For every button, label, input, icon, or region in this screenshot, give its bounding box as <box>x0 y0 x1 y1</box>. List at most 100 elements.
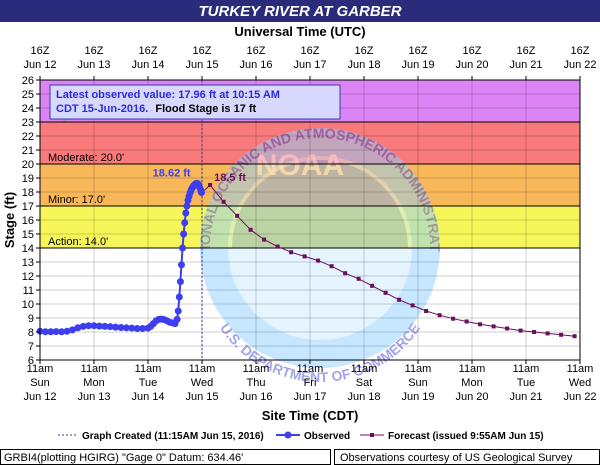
bottom-tick-time: 11am <box>81 363 108 375</box>
observed-point <box>47 328 55 336</box>
forecast-point <box>505 326 510 331</box>
y-tick-label: 16 <box>22 215 34 227</box>
y-tick-label: 25 <box>22 89 34 101</box>
forecast-point <box>248 227 253 232</box>
legend-forecast-label: Forecast (issued 9:55AM Jun 15) <box>388 431 544 442</box>
top-tick-date: Jun 19 <box>401 59 434 71</box>
forecast-point <box>343 271 348 276</box>
forecast-point <box>356 276 361 281</box>
latest-value-time: CDT 15-Jun-2016. <box>56 103 148 115</box>
y-tick-label: 13 <box>22 257 34 269</box>
top-tick-hour: 16Z <box>409 45 428 57</box>
legend: Graph Created (11:15AM Jun 15, 2016) Obs… <box>58 431 544 442</box>
y-tick-label: 20 <box>22 159 34 171</box>
watermark-agency: NOAA <box>256 149 344 182</box>
bottom-tick-time: 11am <box>243 363 270 375</box>
forecast-point <box>532 330 537 334</box>
observed-point <box>173 315 181 323</box>
observed-point <box>197 189 205 197</box>
bottom-tick-date: Jun 14 <box>131 391 164 403</box>
y-tick-label: 19 <box>22 173 34 185</box>
footer-credit: Observations courtesy of US Geological S… <box>340 452 573 464</box>
forecast-point <box>370 283 375 288</box>
bottom-tick-time: 11am <box>405 363 432 375</box>
top-tick-date: Jun 14 <box>131 59 164 71</box>
latest-value-line1: Latest observed value: 17.96 ft at 10:15… <box>56 89 280 101</box>
bottom-tick-day: Wed <box>569 377 591 389</box>
y-tick-label: 9 <box>28 313 34 325</box>
top-tick-hour: 16Z <box>139 45 158 57</box>
y-axis-title: Stage (ft) <box>2 192 17 248</box>
bottom-tick-date: Jun 16 <box>239 391 272 403</box>
forecast-point <box>289 250 294 255</box>
top-tick-hour: 16Z <box>355 45 374 57</box>
bottom-tick-day: Wed <box>191 377 213 389</box>
y-tick-label: 11 <box>23 285 34 297</box>
forecast-point <box>262 237 267 242</box>
y-tick-label: 23 <box>22 117 34 129</box>
observed-point <box>101 322 109 330</box>
title-banner <box>0 0 600 22</box>
forecast-point <box>518 328 523 333</box>
observed-point <box>183 202 191 210</box>
bottom-tick-date: Jun 12 <box>23 391 56 403</box>
top-tick-hour: 16Z <box>301 45 320 57</box>
observed-point <box>58 328 66 336</box>
observed-point <box>176 278 184 286</box>
top-tick-date: Jun 12 <box>23 59 56 71</box>
forecast-point <box>329 264 334 269</box>
observed-point <box>95 322 103 330</box>
forecast-point <box>559 332 564 337</box>
flood-stage-note: Flood Stage is 17 ft <box>155 103 256 115</box>
y-tick-label: 12 <box>22 271 34 283</box>
observed-point <box>74 324 82 332</box>
forecast-point <box>424 309 429 313</box>
observed-point <box>180 230 188 238</box>
bottom-tick-date: Jun 15 <box>185 391 218 403</box>
bottom-tick-day: Thu <box>247 377 266 389</box>
y-tick-label: 15 <box>22 229 34 241</box>
observed-point <box>117 324 125 332</box>
top-tick-hour: 16Z <box>247 45 266 57</box>
y-tick-label: 14 <box>22 243 34 255</box>
bottom-tick-time: 11am <box>135 363 162 375</box>
minor-flood-label: Minor: 17.0' <box>48 194 105 206</box>
legend-observed-marker <box>284 431 292 439</box>
bottom-tick-date: Jun 13 <box>77 391 110 403</box>
observed-point <box>63 327 71 335</box>
forecast-point <box>451 316 456 321</box>
legend-created-label: Graph Created (11:15AM Jun 15, 2016) <box>82 431 264 442</box>
top-tick-date: Jun 22 <box>563 59 596 71</box>
bottom-tick-date: Jun 17 <box>293 391 326 403</box>
observed-point <box>179 244 187 252</box>
top-tick-hour: 16Z <box>85 45 104 57</box>
observed-point <box>181 219 189 227</box>
y-tick-label: 6 <box>28 355 34 367</box>
bottom-tick-time: 11am <box>297 363 324 375</box>
bottom-tick-date: Jun 22 <box>563 391 596 403</box>
forecast-point <box>316 258 321 263</box>
top-tick-hour: 16Z <box>463 45 482 57</box>
observed-point <box>139 325 147 332</box>
observed-point <box>52 328 60 336</box>
moderate-flood-label: Moderate: 20.0' <box>48 152 124 164</box>
top-axis-title: Universal Time (UTC) <box>234 24 365 39</box>
y-tick-label: 10 <box>22 299 34 311</box>
forecast-point <box>302 254 307 259</box>
top-tick-date: Jun 13 <box>77 59 110 71</box>
bottom-tick-time: 11am <box>189 363 216 375</box>
y-tick-label: 21 <box>22 145 34 157</box>
bottom-tick-time: 11am <box>459 363 486 375</box>
forecast-point <box>235 213 240 218</box>
y-tick-label: 17 <box>22 201 34 213</box>
top-tick-hour: 16Z <box>193 45 212 57</box>
top-tick-date: Jun 20 <box>455 59 488 71</box>
observed-point <box>122 324 130 332</box>
bottom-tick-time: 11am <box>351 363 378 375</box>
bottom-tick-day: Sun <box>408 377 428 389</box>
bottom-tick-date: Jun 18 <box>347 391 380 403</box>
y-tick-label: 22 <box>22 131 34 143</box>
top-tick-date: Jun 15 <box>185 59 218 71</box>
bottom-axis-title: Site Time (CDT) <box>262 408 359 423</box>
observed-point <box>174 307 182 315</box>
